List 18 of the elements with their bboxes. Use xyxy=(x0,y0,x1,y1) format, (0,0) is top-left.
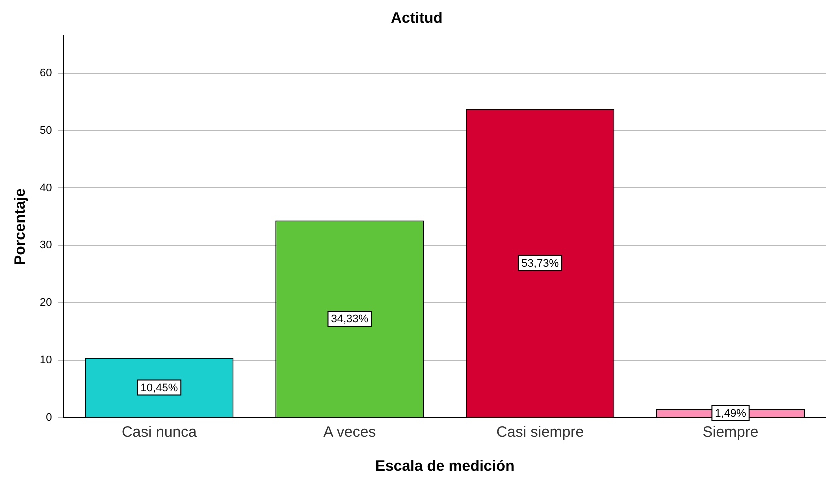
y-tick-label: 20 xyxy=(40,297,52,310)
y-tick-label: 0 xyxy=(46,412,52,424)
y-axis-title: Porcentaje xyxy=(12,188,30,266)
x-tick-label: A veces xyxy=(324,424,376,442)
y-tick-label: 40 xyxy=(40,182,52,194)
x-axis-title: Escala de medición xyxy=(376,458,515,476)
data-label: 10,45% xyxy=(140,382,178,394)
y-tick-label: 30 xyxy=(40,240,52,252)
x-tick-label: Casi nunca xyxy=(122,424,198,442)
x-tick-label: Casi siempre xyxy=(496,424,584,442)
x-tick-label: Siempre xyxy=(702,424,759,442)
y-tick-label: 50 xyxy=(40,124,52,137)
data-label: 53,73% xyxy=(522,258,560,270)
chart-title: Actitud xyxy=(391,10,443,28)
data-label: 1,49% xyxy=(715,408,747,420)
y-tick-label: 10 xyxy=(40,354,52,367)
y-tick-label: 60 xyxy=(40,67,52,80)
data-label: 34,33% xyxy=(331,314,369,326)
